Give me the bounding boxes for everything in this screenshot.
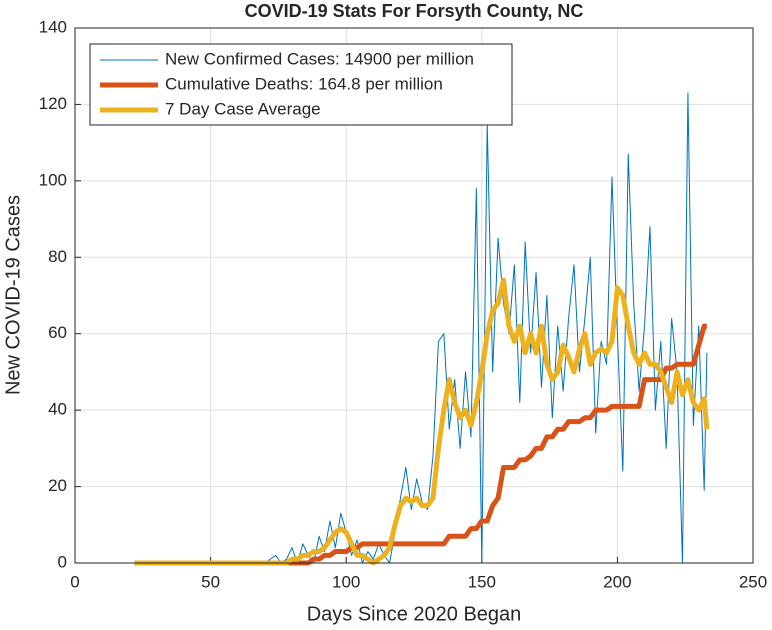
legend-label: Cumulative Deaths: 164.8 per million [165,74,443,93]
chart-title: COVID-19 Stats For Forsyth County, NC [245,1,584,21]
y-axis-label: New COVID-19 Cases [2,195,24,395]
legend-label: 7 Day Case Average [165,99,321,118]
x-tick-label: 150 [468,572,496,591]
axes-box [74,27,754,564]
series-line [134,277,710,566]
series-line [134,92,708,564]
x-tick-label: 100 [332,572,360,591]
y-tick-label: 60 [48,323,67,342]
y-tick-label: 100 [39,170,67,189]
y-tick-label: 0 [58,552,67,571]
x-tick-label: 200 [603,572,631,591]
legend-box [89,43,513,126]
x-tick-label: 250 [739,572,767,591]
x-axis-label: Days Since 2020 Began [307,603,522,625]
y-tick-label: 40 [48,400,67,419]
y-tick-label: 140 [39,17,67,36]
y-tick-label: 80 [48,247,67,266]
x-tick-label: 0 [70,572,79,591]
series-line [134,323,707,566]
x-tick-label: 50 [201,572,220,591]
y-tick-label: 120 [39,94,67,113]
y-tick-label: 20 [48,476,67,495]
legend-label: New Confirmed Cases: 14900 per million [165,49,474,68]
